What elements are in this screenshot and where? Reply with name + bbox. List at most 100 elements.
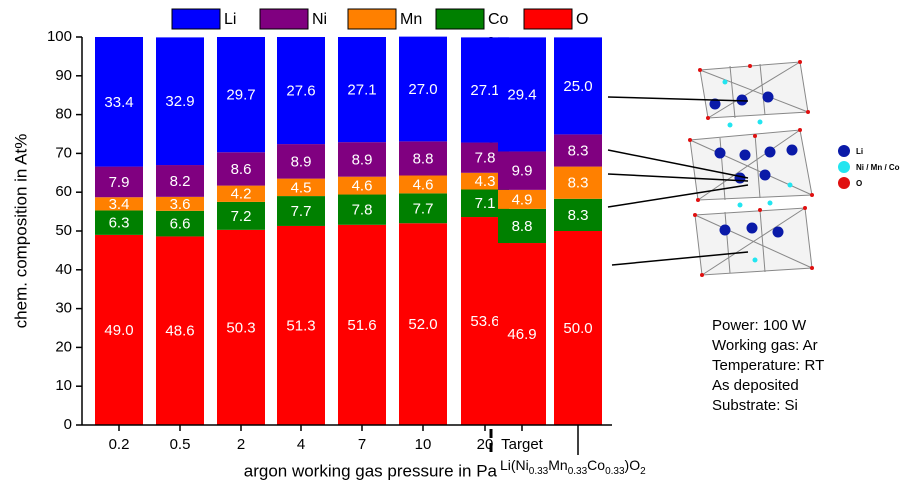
formula-part: Li(Ni [500, 457, 529, 473]
value-label: 52.0 [408, 316, 437, 333]
tm-atom [788, 183, 793, 188]
x-tick-label: 10 [415, 436, 432, 453]
o-atom [696, 198, 700, 202]
o-atom [798, 128, 802, 132]
y-tick-label: 80 [55, 106, 72, 123]
o-atom [700, 273, 704, 277]
value-label: 6.3 [109, 215, 130, 232]
structure-legend-dot [838, 161, 850, 173]
tm-atom [753, 258, 758, 263]
li-atom [747, 223, 758, 234]
value-label: 49.0 [104, 322, 133, 339]
structure-legend-dot [838, 177, 850, 189]
value-label: 7.1 [475, 195, 496, 212]
value-label: 53.6 [470, 313, 499, 330]
o-atom [810, 193, 814, 197]
li-atom [740, 150, 751, 161]
structure-legend-label: Li [856, 147, 863, 156]
x-tick-label: 0.5 [170, 436, 191, 453]
legend-label: O [576, 11, 588, 28]
value-label: 4.9 [512, 191, 533, 208]
value-label: 33.4 [104, 94, 133, 111]
value-label: 7.9 [109, 174, 130, 191]
value-label: 8.8 [512, 218, 533, 235]
formula-part: 0.33 [568, 466, 588, 477]
value-label: 8.2 [170, 173, 191, 190]
value-label: 27.1 [347, 82, 376, 99]
value-label: 51.3 [286, 317, 315, 334]
tm-atom [728, 123, 733, 128]
li-atom [715, 148, 726, 159]
value-label: 4.5 [291, 179, 312, 196]
tm-atom [738, 203, 743, 208]
li-atom [760, 170, 771, 181]
value-label: 7.8 [352, 202, 373, 219]
o-atom [688, 138, 692, 142]
o-atom [698, 68, 702, 72]
value-label: 7.7 [413, 200, 434, 217]
formula-part: 0.33 [605, 466, 625, 477]
y-tick-label: 40 [55, 261, 72, 278]
legend-swatch [172, 9, 220, 29]
value-label: 46.9 [507, 326, 536, 343]
y-tick-label: 50 [55, 222, 72, 239]
formula-part: )O [625, 457, 641, 473]
tm-atom [758, 120, 763, 125]
o-atom [810, 266, 814, 270]
y-tick-label: 10 [55, 377, 72, 394]
structure-legend-label: O [856, 179, 862, 188]
li-atom [720, 225, 731, 236]
annotation: Working gas: Ar [712, 337, 818, 354]
value-label: 27.0 [408, 81, 437, 98]
structure-legend-dot [838, 145, 850, 157]
value-label: 29.7 [226, 87, 255, 104]
o-atom [706, 116, 710, 120]
y-tick-label: 70 [55, 144, 72, 161]
value-label: 50.3 [226, 319, 255, 336]
y-tick-label: 0 [64, 416, 72, 433]
crystal-structure [690, 62, 812, 275]
value-label: 48.6 [165, 323, 194, 340]
formula: Li(Ni0.33Mn0.33Co0.33)O2 [500, 457, 646, 477]
legend-swatch [436, 9, 484, 29]
legend-label: Ni [312, 11, 327, 28]
o-atom [758, 208, 762, 212]
value-label: 7.8 [475, 150, 496, 167]
value-label: 50.0 [563, 320, 592, 337]
x-tick-label: 2 [237, 436, 245, 453]
annotation: As deposited [712, 377, 799, 394]
annotation: Temperature: RT [712, 357, 824, 374]
y-tick-label: 100 [47, 28, 72, 45]
value-label: 8.6 [231, 161, 252, 178]
value-label: 27.6 [286, 83, 315, 100]
legend-swatch [524, 9, 572, 29]
o-atom [753, 134, 757, 138]
value-label: 8.9 [291, 153, 312, 170]
li-atom [765, 147, 776, 158]
o-atom [798, 60, 802, 64]
value-label: 3.4 [109, 196, 130, 213]
legend-label: Co [488, 11, 509, 28]
value-label: 4.6 [352, 178, 373, 195]
x-tick-label: 0.2 [109, 436, 130, 453]
x-tick-label: Target [501, 436, 544, 453]
value-label: 4.3 [475, 173, 496, 190]
li-atom [735, 173, 746, 184]
formula-part: 2 [640, 466, 646, 477]
x-tick-label: 20 [477, 436, 494, 453]
y-tick-label: 30 [55, 300, 72, 317]
structure-legend-label: Ni / Mn / Co [856, 163, 900, 172]
value-label: 8.8 [413, 150, 434, 167]
value-label: 51.6 [347, 317, 376, 334]
annotation: Power: 100 W [712, 317, 807, 334]
value-label: 7.2 [231, 208, 252, 225]
x-tick-label: 4 [297, 436, 305, 453]
value-label: 8.9 [352, 151, 373, 168]
formula-part: Mn [548, 457, 567, 473]
polyhedron-layer [690, 130, 812, 200]
li-atom [763, 92, 774, 103]
value-label: 29.4 [507, 86, 536, 103]
tm-atom [768, 201, 773, 206]
value-label: 27.1 [470, 82, 499, 99]
value-label: 25.0 [563, 78, 592, 95]
